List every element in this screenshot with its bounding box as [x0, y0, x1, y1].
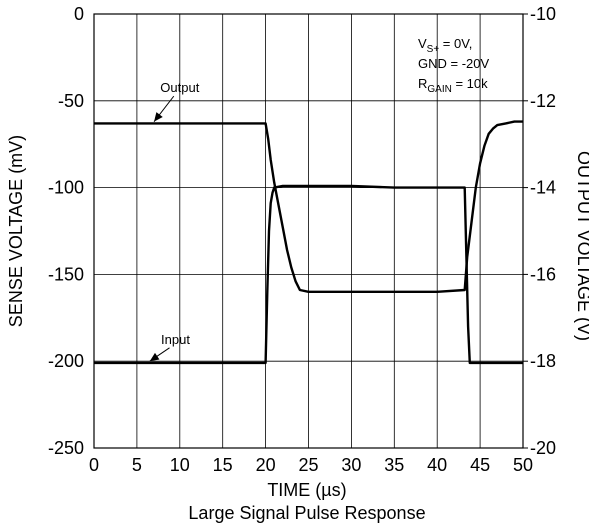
x-tick-label: 10 — [170, 455, 190, 475]
y-left-tick-label: -50 — [58, 91, 84, 111]
annotations: Output Input — [149, 80, 200, 362]
y-right-tick-label: -14 — [530, 178, 556, 198]
condition-vs-sub: S+ — [427, 44, 440, 55]
y-right-tick-label: -12 — [530, 91, 556, 111]
y-left-tick-label: -150 — [48, 264, 84, 284]
series-line-input — [94, 184, 523, 365]
x-tick-label: 30 — [341, 455, 361, 475]
grid — [94, 14, 523, 448]
y-left-tick-label: -100 — [48, 178, 84, 198]
series-layer — [94, 120, 523, 365]
y-right-tick-label: -18 — [530, 351, 556, 371]
condition-rgain-sub: GAIN — [427, 84, 451, 95]
condition-rgain-main: R — [418, 76, 427, 91]
condition-vs-main: V — [418, 36, 427, 51]
annotation-arrow-head — [154, 112, 163, 122]
x-tick-label: 20 — [256, 455, 276, 475]
annotation-arrow-head — [149, 352, 160, 362]
y-left-tick-label: -250 — [48, 438, 84, 458]
x-tick-label: 50 — [513, 455, 533, 475]
y-right-tick-label: -20 — [530, 438, 556, 458]
annotation-label: Output — [160, 80, 199, 95]
y-left-tick-label: -200 — [48, 351, 84, 371]
axes-layer: 0 5 10 15 20 25 30 35 40 45 50 0 -50 -100 -150 -200 -250… — [48, 4, 556, 475]
x-tick-label: 25 — [298, 455, 318, 475]
series-line-output — [94, 120, 523, 293]
condition-gnd: GND = -20V — [418, 56, 489, 71]
condition-vs: VS+ = 0V, — [418, 36, 472, 55]
x-tick-label: 15 — [213, 455, 233, 475]
condition-rgain-rest: = 10k — [452, 76, 488, 91]
x-axis-title: TIME (µs) — [267, 480, 346, 500]
y-axis-title-right: OUTPUT VOLTAGE (V) — [574, 151, 589, 341]
y-right-tick-label: -16 — [530, 264, 556, 284]
figure-caption: Large Signal Pulse Response — [188, 503, 425, 523]
plot-frame — [93, 13, 524, 449]
x-tick-label: 5 — [132, 455, 142, 475]
condition-rgain: RGAIN = 10k — [418, 76, 488, 95]
x-tick-label: 40 — [427, 455, 447, 475]
test-conditions: VS+ = 0V, GND = -20V RGAIN = 10k — [418, 36, 489, 95]
x-tick-label: 45 — [470, 455, 490, 475]
annotation-label: Input — [161, 332, 190, 347]
y-left-tick-label: 0 — [74, 4, 84, 24]
y-right-tick-label: -10 — [530, 4, 556, 24]
condition-vs-rest: = 0V, — [439, 36, 472, 51]
x-tick-label: 0 — [89, 455, 99, 475]
x-tick-label: 35 — [384, 455, 404, 475]
y-axis-title-left: SENSE VOLTAGE (mV) — [6, 135, 26, 327]
